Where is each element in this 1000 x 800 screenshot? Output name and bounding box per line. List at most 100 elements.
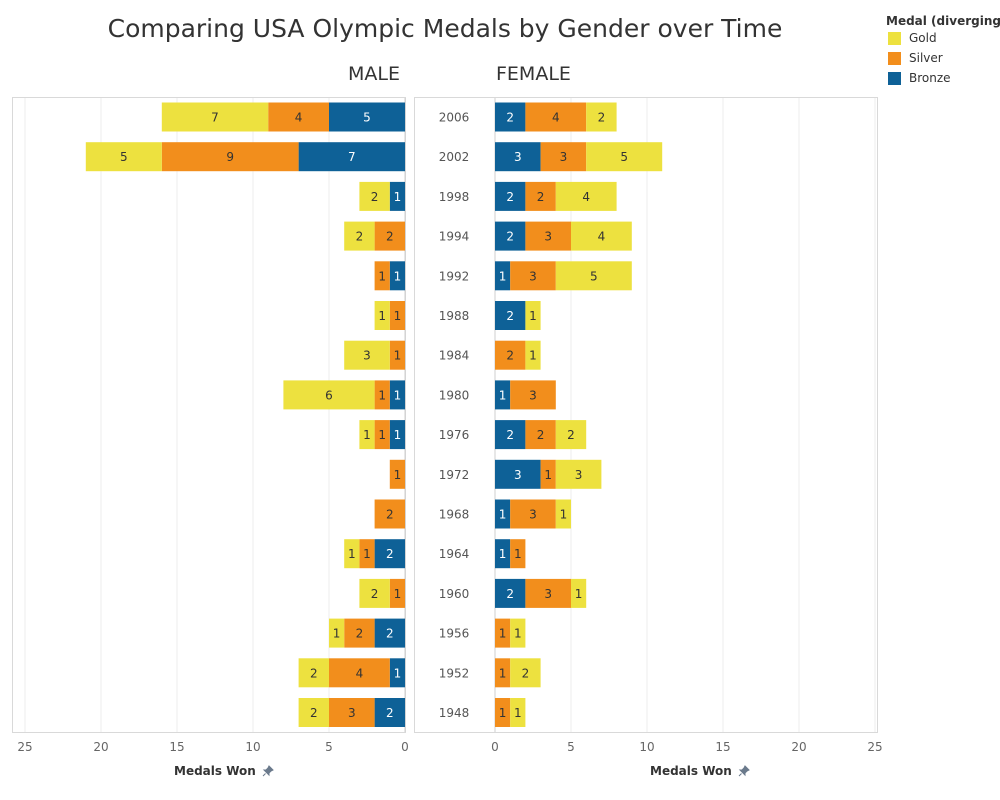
male-bar-silver-1992 [374, 261, 390, 291]
female-bar-label-bronze-2002: 3 [514, 150, 522, 164]
male-bar-silver-2002 [161, 142, 299, 172]
female-bar-label-silver-1964: 1 [514, 547, 522, 561]
male-bar-label-silver-2002: 9 [226, 150, 234, 164]
male-bar-label-bronze-1948: 2 [386, 706, 394, 720]
female-bar-gold-1968 [555, 499, 571, 529]
male-bar-gold-1980 [283, 380, 375, 410]
pin-icon[interactable] [262, 765, 274, 777]
female-bar-gold-1960 [571, 578, 587, 608]
female-bar-silver-1994 [525, 221, 571, 251]
female-bar-bronze-1964 [495, 539, 511, 569]
female-bar-label-silver-1976: 2 [537, 428, 545, 442]
female-bar-label-gold-1972: 3 [575, 468, 583, 482]
chart-title: Comparing USA Olympic Medals by Gender o… [107, 14, 783, 43]
male-bar-gold-1956 [329, 618, 345, 648]
female-tick-label: 20 [791, 740, 806, 754]
male-bar-gold-1988 [374, 301, 390, 330]
male-bar-gold-1948 [298, 698, 329, 727]
female-bar-label-bronze-1972: 3 [514, 468, 522, 482]
female-bar-silver-1964 [510, 539, 526, 569]
male-tick-label: 5 [325, 740, 333, 754]
female-bar-label-silver-1992: 3 [529, 269, 537, 283]
female-bar-gold-1984 [525, 340, 541, 370]
female-bar-label-silver-1968: 3 [529, 508, 537, 522]
male-bar-label-gold-2002: 5 [120, 150, 128, 164]
pin-icon[interactable] [738, 765, 750, 777]
female-bar-gold-1998 [555, 181, 617, 211]
female-bar-label-bronze-1980: 1 [499, 388, 507, 402]
female-tick-label: 10 [639, 740, 654, 754]
male-bar-silver-1980 [374, 380, 390, 410]
female-bar-label-bronze-1976: 2 [506, 428, 514, 442]
female-bar-gold-1948 [510, 698, 526, 727]
legend-item-gold[interactable]: Gold [886, 28, 1000, 48]
male-bar-label-silver-1968: 2 [386, 508, 394, 522]
female-bar-label-gold-1948: 1 [514, 706, 522, 720]
female-axis-label: Medals Won [650, 764, 732, 778]
female-bar-label-silver-1956: 1 [499, 627, 507, 641]
female-bar-gold-1952 [510, 658, 541, 688]
male-bar-label-gold-2006: 7 [211, 111, 219, 125]
male-bar-label-silver-1984: 1 [394, 349, 402, 363]
female-axis-title: Medals Won [650, 764, 750, 778]
female-bar-label-silver-1972: 1 [544, 468, 552, 482]
female-bar-silver-1980 [510, 380, 556, 410]
male-bar-label-silver-1988: 1 [394, 309, 402, 323]
male-bar-gold-1994 [344, 221, 375, 251]
female-bar-label-bronze-1988: 2 [506, 309, 514, 323]
male-bar-bronze-1976 [389, 420, 405, 450]
female-bar-label-gold-1988: 1 [529, 309, 537, 323]
male-bar-label-gold-1948: 2 [310, 706, 318, 720]
male-bar-label-silver-2006: 4 [295, 111, 303, 125]
male-bar-silver-1976 [374, 420, 390, 450]
female-bar-gold-1992 [555, 261, 632, 291]
year-label: 1984 [439, 349, 470, 363]
female-bar-label-gold-1998: 4 [582, 190, 590, 204]
female-bar-label-gold-1956: 1 [514, 627, 522, 641]
male-bar-label-silver-1972: 1 [394, 468, 402, 482]
female-bar-bronze-1976 [495, 420, 526, 450]
male-bar-label-bronze-1976: 1 [394, 428, 402, 442]
male-bar-bronze-1964 [374, 539, 405, 569]
female-bar-gold-1976 [555, 420, 587, 450]
legend-item-bronze[interactable]: Bronze [886, 68, 1000, 88]
female-bar-gold-1956 [510, 618, 526, 648]
male-bar-label-bronze-1956: 2 [386, 627, 394, 641]
female-bar-label-gold-1968: 1 [560, 508, 568, 522]
year-label: 1952 [439, 666, 470, 680]
female-bar-label-bronze-1998: 2 [506, 190, 514, 204]
male-bar-silver-1988 [389, 301, 405, 330]
year-label: 1960 [439, 587, 470, 601]
male-bar-label-silver-1960: 1 [394, 587, 402, 601]
female-bar-silver-2002 [540, 142, 587, 172]
male-bar-label-bronze-2006: 5 [363, 111, 371, 125]
female-bar-gold-2002 [586, 142, 663, 172]
year-label: 1988 [439, 309, 470, 323]
male-bar-label-bronze-1998: 1 [394, 190, 402, 204]
female-bar-bronze-1994 [495, 221, 526, 251]
male-bar-label-gold-1964: 1 [348, 547, 356, 561]
male-bar-bronze-1952 [389, 658, 405, 688]
male-bar-label-bronze-1992: 1 [394, 269, 402, 283]
female-bar-silver-1968 [510, 499, 556, 529]
male-bar-silver-1984 [389, 340, 405, 370]
male-bar-silver-2006 [268, 102, 329, 132]
female-bar-bronze-1960 [495, 578, 526, 608]
male-bar-silver-1964 [359, 539, 375, 569]
legend-item-silver[interactable]: Silver [886, 48, 1000, 68]
female-bar-label-bronze-1992: 1 [499, 269, 507, 283]
male-bar-label-gold-1960: 2 [371, 587, 379, 601]
male-bar-silver-1968 [374, 499, 405, 529]
male-bar-label-gold-1994: 2 [356, 230, 364, 244]
male-bar-label-silver-1994: 2 [386, 230, 394, 244]
male-bar-gold-1952 [298, 658, 329, 688]
year-label: 1980 [439, 388, 470, 402]
male-tick-label: 15 [169, 740, 184, 754]
year-label: 1976 [439, 428, 470, 442]
female-plot-frame [414, 97, 878, 733]
female-bar-label-gold-1994: 4 [598, 230, 606, 244]
female-bar-label-gold-1952: 2 [522, 666, 530, 680]
female-bar-label-silver-1948: 1 [499, 706, 507, 720]
male-bar-bronze-2006 [329, 102, 405, 132]
